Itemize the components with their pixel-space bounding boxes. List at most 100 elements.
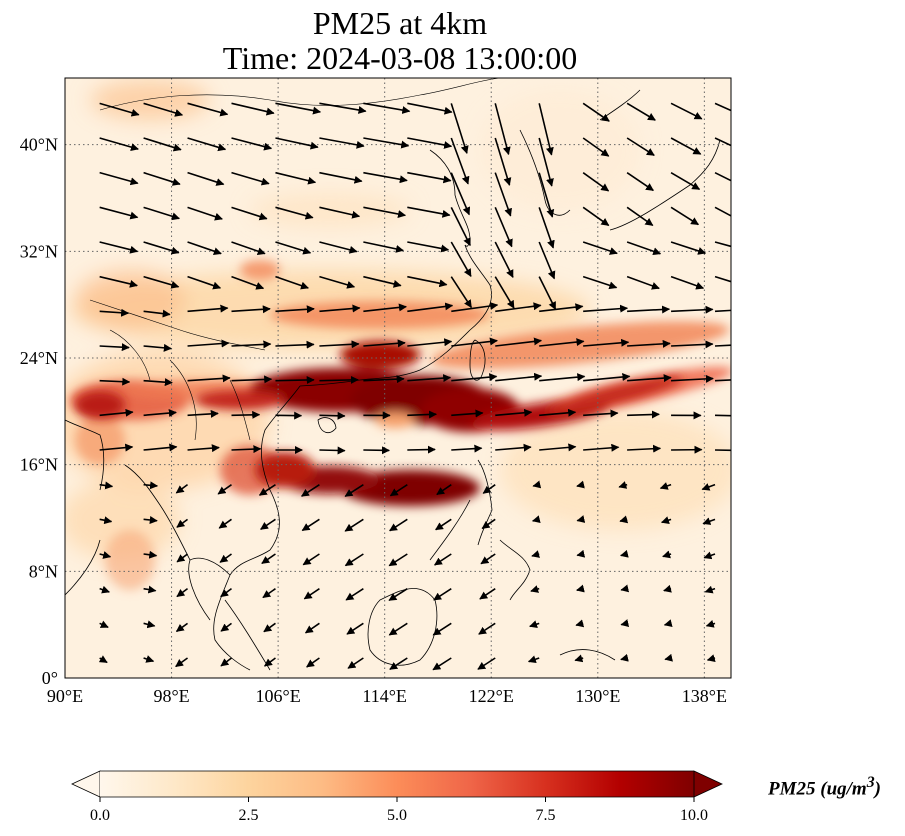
wind-arrow: [363, 171, 408, 184]
wind-arrow: [98, 655, 108, 664]
wind-arrow: [143, 309, 171, 318]
wind-arrow: [389, 483, 408, 497]
wind-arrow: [407, 374, 452, 383]
wind-arrow: [176, 553, 189, 563]
wind-arrow: [451, 409, 484, 418]
lon-tick-label: 98°E: [153, 686, 189, 706]
wind-arrow: [187, 275, 222, 290]
wind-arrow: [714, 275, 731, 283]
wind-arrow: [539, 373, 586, 382]
wind-arrow: [714, 102, 731, 112]
wind-arrow: [576, 549, 586, 558]
wind-arrow: [626, 172, 654, 192]
wind-arrow: [407, 171, 452, 184]
wind-arrow: [143, 655, 155, 663]
wind-arrow: [344, 518, 364, 532]
wind-arrow: [319, 171, 363, 184]
wind-arrow: [363, 137, 410, 149]
wind-arrow: [99, 206, 139, 220]
wind-arrow: [231, 206, 268, 221]
wind-arrow: [659, 482, 672, 490]
lon-tick-label: 138°E: [682, 686, 727, 706]
wind-arrow: [538, 172, 555, 218]
wind-arrow: [527, 655, 540, 664]
wind-arrow: [363, 339, 406, 348]
wind-arrow: [99, 551, 112, 559]
wind-arrow: [347, 657, 364, 669]
wind-arrow: [363, 303, 407, 313]
wind-arrow: [582, 275, 618, 290]
wind-arrow: [703, 551, 716, 560]
wind-arrow: [389, 657, 408, 670]
wind-arrow: [620, 549, 629, 558]
wind-arrow: [582, 137, 610, 157]
wind-arrow: [187, 304, 229, 313]
wind-arrow: [478, 622, 496, 635]
wind-arrow: [407, 275, 448, 288]
wind-arrow: [714, 379, 731, 382]
wind-arrow: [407, 102, 453, 115]
wind-arrow: [187, 241, 222, 255]
wind-arrow: [143, 343, 172, 352]
wind-arrow: [99, 377, 131, 386]
wind-arrow: [663, 584, 672, 593]
map-frame: [64, 77, 732, 679]
wind-arrow: [99, 137, 139, 151]
wind-arrow: [176, 518, 189, 528]
colorbar-tick-label: 2.5: [239, 807, 259, 824]
wind-arrow: [175, 622, 189, 633]
wind-arrow: [531, 515, 541, 524]
wind-arrow: [450, 241, 472, 278]
wind-arrow: [495, 302, 542, 313]
wind-arrow: [539, 408, 577, 417]
wind-arrow: [714, 309, 731, 313]
wind-arrow: [275, 376, 315, 385]
wind-arrow: [538, 137, 554, 187]
colorbar-title-text: PM25 (ug/m: [768, 778, 867, 800]
wind-arrow: [231, 102, 275, 116]
wind-arrow: [407, 137, 453, 149]
wind-arrow: [187, 374, 231, 383]
wind-arrow: [345, 587, 364, 601]
wind-arrow: [231, 137, 273, 151]
wind-arrow: [627, 374, 672, 383]
wind-arrow: [319, 411, 346, 420]
wind-arrow: [143, 206, 180, 221]
wind-arrow: [302, 553, 320, 566]
wind-arrow: [263, 622, 276, 633]
wind-arrow: [231, 305, 271, 314]
wind-arrow: [301, 518, 320, 532]
wind-arrow: [450, 276, 473, 309]
wind-arrow: [99, 102, 140, 117]
wind-arrow: [450, 103, 469, 154]
wind-arrow: [300, 483, 320, 497]
lon-tick-label: 122°E: [469, 686, 514, 706]
wind-arrow: [481, 518, 496, 530]
wind-arrow: [187, 339, 230, 348]
wind-arrow: [435, 518, 452, 531]
wind-arrow: [495, 408, 533, 417]
wind-arrow: [660, 516, 672, 524]
wind-arrow: [344, 483, 364, 498]
wind-arrow: [99, 620, 109, 628]
lon-tick-label: 106°E: [256, 686, 301, 706]
colorbar-tick-label: 7.5: [536, 807, 556, 824]
wind-arrow: [231, 410, 261, 419]
wind-arrow: [363, 102, 411, 114]
colorbar-title-sup: 3: [866, 774, 875, 791]
wind-arrow: [143, 585, 157, 594]
wind-arrow: [670, 275, 705, 290]
wind-arrow: [99, 241, 139, 254]
wind-arrow: [532, 480, 542, 489]
chart-title-line2: Time: 2024-03-08 13:00:00: [222, 40, 578, 76]
wind-arrow: [99, 275, 138, 288]
wind-arrow: [99, 516, 113, 525]
wind-arrow: [344, 553, 364, 567]
wind-arrow: [539, 303, 584, 313]
wind-arrow: [407, 338, 453, 347]
wind-arrow: [530, 585, 540, 593]
wind-arrow: [220, 657, 232, 667]
wind-arrow: [477, 657, 496, 670]
wind-arrow: [450, 172, 471, 216]
wind-arrow: [319, 137, 365, 149]
